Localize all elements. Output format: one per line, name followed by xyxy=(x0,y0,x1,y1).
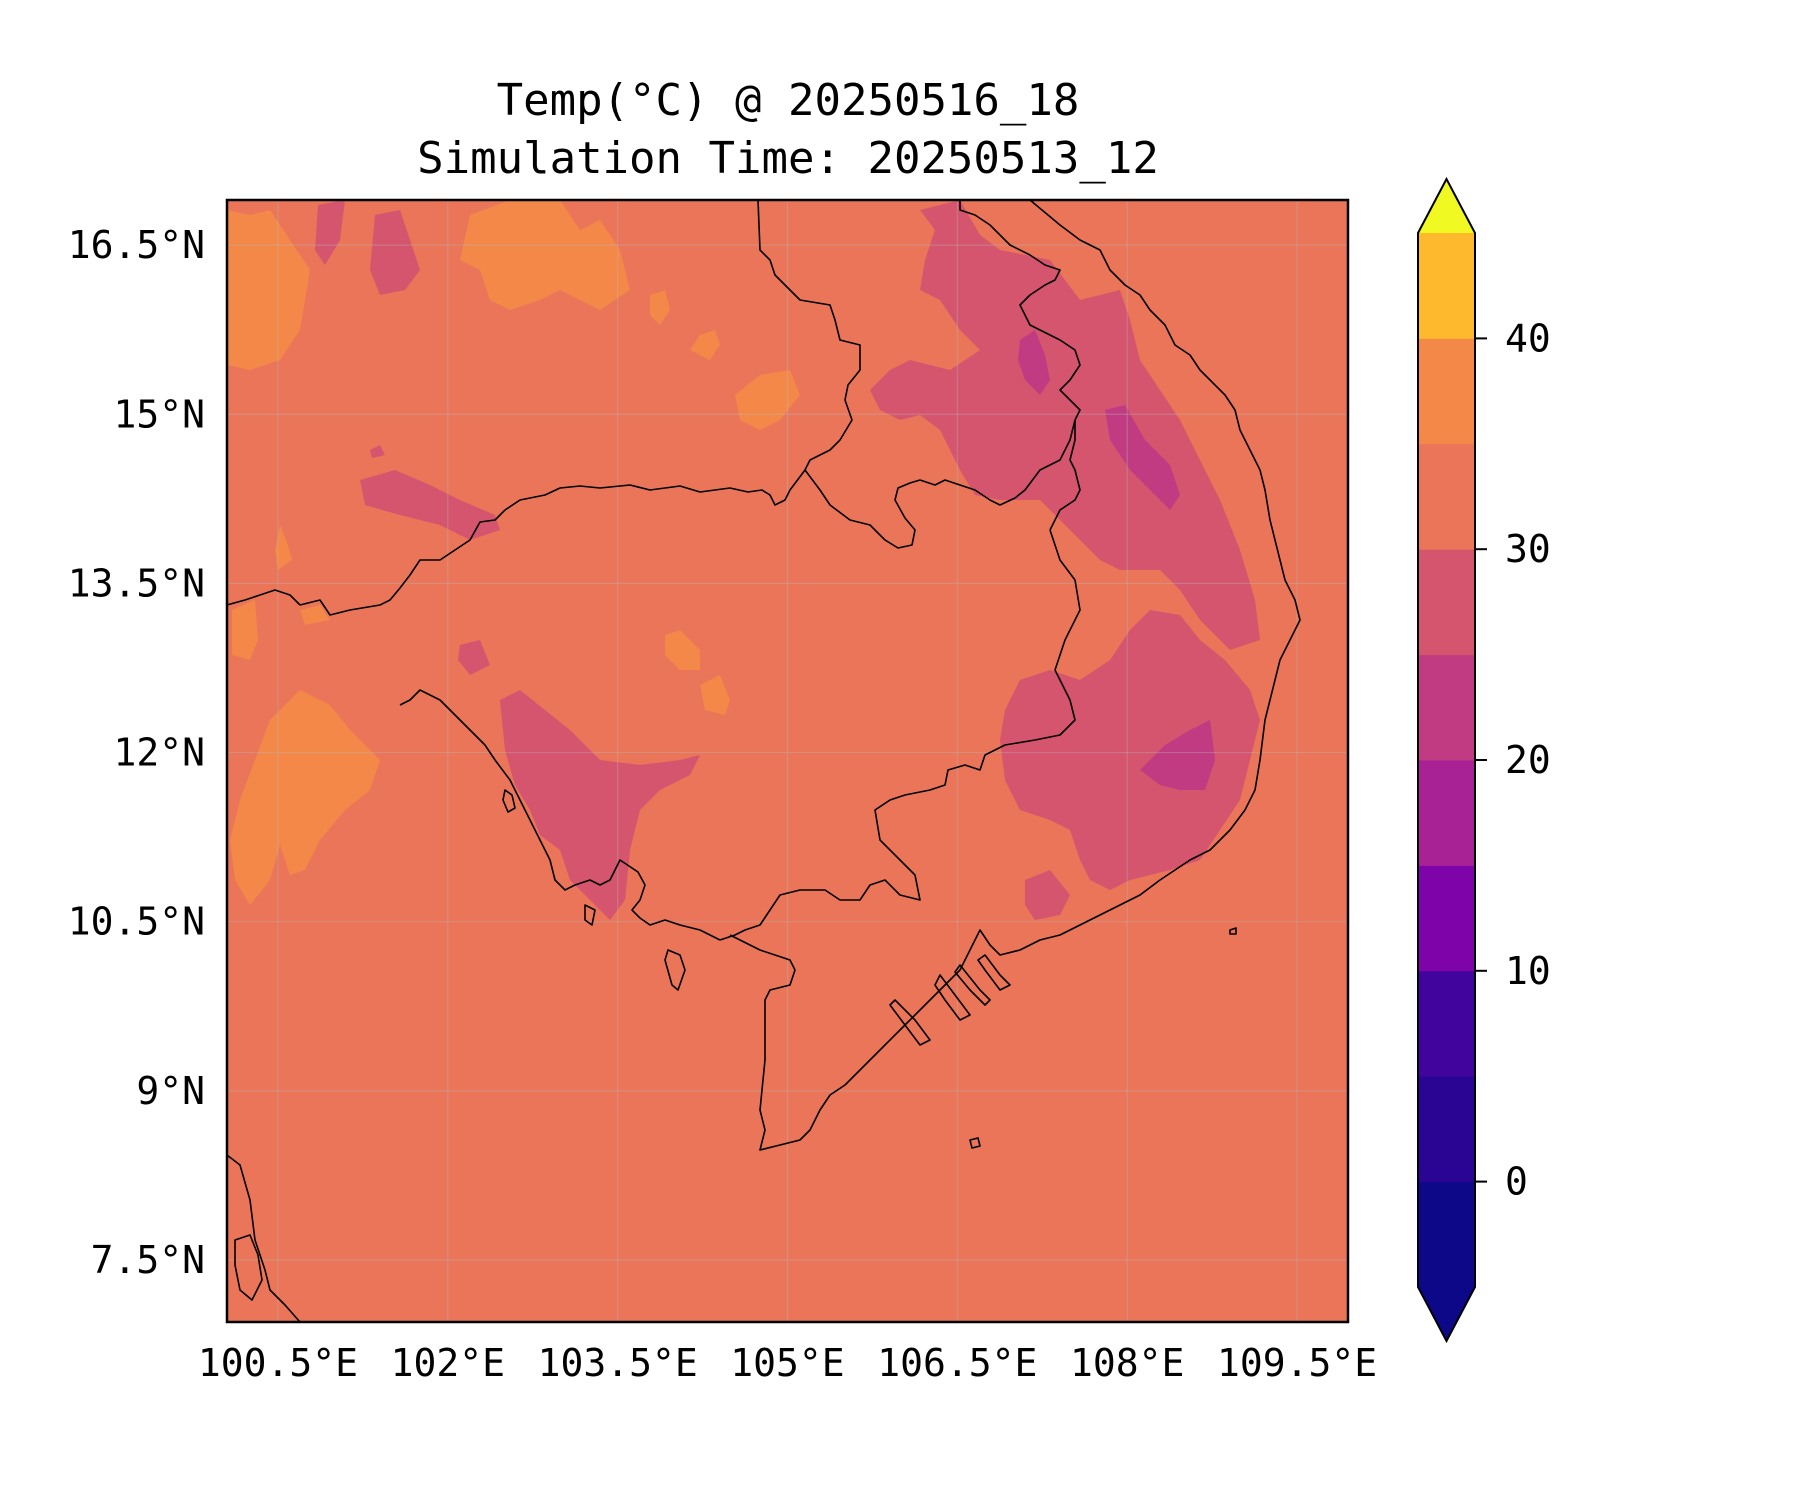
x-tick-label: 109.5°E xyxy=(1217,1341,1377,1385)
map-title: Temp(°C) @ 20250516_18 xyxy=(497,75,1080,126)
cool-patch-west-small xyxy=(370,445,385,458)
border-cambodia-east xyxy=(1049,420,1081,531)
island-small-1 xyxy=(584,904,596,926)
cool-patch-west-band xyxy=(360,470,500,540)
colorbar-segment xyxy=(1418,970,1475,1077)
cold-patch-north xyxy=(1018,330,1050,395)
warm-patch-north-1 xyxy=(460,200,630,310)
y-tick-label: 9°N xyxy=(136,1069,205,1113)
y-tick-label: 13.5°N xyxy=(68,561,205,605)
coast-vietnam-east xyxy=(729,200,1301,1151)
colorbar-outline xyxy=(1417,176,1476,1344)
colorbar-segment xyxy=(1418,654,1475,761)
cold-patch-highlands-north xyxy=(1105,405,1180,510)
y-tick-label: 16.5°N xyxy=(68,223,205,267)
colorbar-extend-low xyxy=(1418,1287,1475,1341)
warm-patch-west-2 xyxy=(232,600,258,660)
coast-cambodia xyxy=(399,689,721,941)
colorbar-segment xyxy=(1418,865,1475,972)
cold-patch-highlands-south xyxy=(1140,720,1215,790)
border-cambodia-vietnam xyxy=(719,529,1081,941)
temperature-field xyxy=(227,200,1260,920)
island-phu-quoc xyxy=(664,949,686,991)
map-frame xyxy=(225,198,1350,1324)
warm-patch-northwest xyxy=(227,210,310,370)
cool-patch-south-coast xyxy=(1025,870,1070,920)
y-tick-label: 15°N xyxy=(113,392,205,436)
y-tick-label: 7.5°N xyxy=(91,1238,205,1282)
warm-patch-north-4 xyxy=(735,370,800,430)
x-tick-label: 108°E xyxy=(1070,1341,1184,1385)
y-tick-label: 10.5°N xyxy=(68,900,205,944)
colorbar-segment xyxy=(1418,1181,1475,1288)
mekong-mouth-1 xyxy=(889,999,931,1046)
colorbar-tick-label: 20 xyxy=(1505,738,1551,782)
coastlines-and-borders xyxy=(227,200,1301,1322)
x-tick-label: 106.5°E xyxy=(877,1341,1037,1385)
colorbar-tick-label: 0 xyxy=(1505,1160,1528,1204)
x-tick-label: 102°E xyxy=(391,1341,505,1385)
colorbar: 0 10 20 30 40 xyxy=(1417,176,1551,1344)
island-koh-kong xyxy=(502,789,516,813)
cool-patch-north-1 xyxy=(315,200,345,265)
colorbar-tick-label: 40 xyxy=(1505,316,1551,360)
x-axis-ticks: 100.5°E 102°E 103.5°E 105°E 106.5°E 108°E 109.… xyxy=(198,1341,1377,1385)
border-laos-vietnam xyxy=(959,200,1081,421)
colorbar-segment xyxy=(1418,338,1475,445)
island-east xyxy=(1229,927,1237,935)
y-tick-label: 12°N xyxy=(113,731,205,775)
mekong-distributaries xyxy=(934,954,1011,1021)
con-dao-island xyxy=(969,1137,981,1149)
colorbar-segment xyxy=(1418,1076,1475,1183)
x-tick-label: 100.5°E xyxy=(198,1341,358,1385)
border-thailand-laos xyxy=(299,200,861,616)
colorbar-tick-label: 10 xyxy=(1505,949,1551,993)
cool-patch-cardamom xyxy=(458,640,490,675)
map-panel xyxy=(225,198,1350,1324)
warm-patch-center-1 xyxy=(665,630,700,670)
colorbar-segment xyxy=(1418,549,1475,656)
coast-thailand-west xyxy=(227,589,301,606)
warm-patch-west-3 xyxy=(300,605,330,625)
warm-patch-center-2 xyxy=(700,675,730,715)
warm-patch-north-3 xyxy=(690,330,720,360)
cool-patch-southwest-range xyxy=(500,690,700,920)
coast-thailand-gulf xyxy=(227,1154,301,1322)
colorbar-segment xyxy=(1418,443,1475,550)
warm-patch-southwest xyxy=(230,690,380,905)
cool-patch-central-highlands xyxy=(1000,610,1260,890)
map-subtitle: Simulation Time: 20250513_12 xyxy=(417,133,1159,184)
x-tick-label: 103.5°E xyxy=(538,1341,698,1385)
y-axis-ticks: 16.5°N 15°N 13.5°N 12°N 10.5°N 9°N 7.5°N xyxy=(68,223,205,1282)
coast-malaysia-bit xyxy=(234,1234,263,1301)
cool-patch-vietnam-north xyxy=(870,200,1260,650)
colorbar-segment xyxy=(1418,760,1475,866)
border-cambodia-laos xyxy=(804,419,1076,549)
gridlines xyxy=(227,200,1348,1322)
colorbar-segment xyxy=(1418,233,1475,339)
warm-patch-north-2 xyxy=(650,290,670,325)
colorbar-extend-high xyxy=(1418,179,1475,233)
warm-patch-west-1 xyxy=(275,525,292,570)
cool-patch-north-2 xyxy=(370,210,420,295)
x-tick-label: 105°E xyxy=(730,1341,844,1385)
colorbar-tick-label: 30 xyxy=(1505,527,1551,571)
